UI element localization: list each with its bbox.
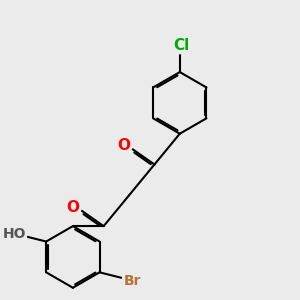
- Text: Cl: Cl: [173, 38, 189, 53]
- Text: O: O: [117, 138, 130, 153]
- Text: HO: HO: [2, 227, 26, 241]
- Text: O: O: [66, 200, 80, 215]
- Text: Br: Br: [123, 274, 141, 288]
